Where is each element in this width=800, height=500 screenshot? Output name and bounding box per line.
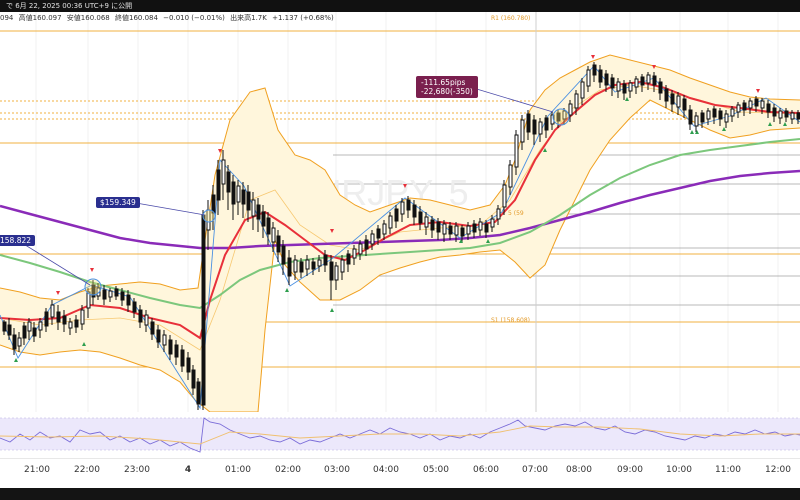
zigzag-line [0,65,800,410]
time-tick: 10:00 [666,465,692,475]
rsi-pane[interactable] [0,412,800,458]
low-value: 安値160.068 [66,14,110,22]
price-tag-159[interactable]: $159.349 [96,197,140,208]
price-chart[interactable]: EURJPY, 5 [0,0,800,412]
publish-bar: で 6月 22, 2025 00:36 UTC+9 に公開 [0,0,800,12]
r1-label: R1 (160.780) [491,15,531,22]
bollinger-lower-band [0,99,800,412]
time-tick: 21:00 [24,465,50,475]
publish-date: で 6月 22, 2025 00:36 UTC+9 に公開 [6,2,133,10]
time-tick: 08:00 [566,465,592,475]
time-tick: 23:00 [124,465,150,475]
buy-signal-markers [14,97,787,362]
amount-line: -22,680(-350) [421,87,473,96]
bollinger-upper-band [0,54,800,301]
time-tick: 02:00 [275,465,301,475]
time-tick: 11:00 [715,465,741,475]
pips-connector [469,86,554,113]
ema-slow-line [0,169,800,250]
ema-mid-line [0,138,800,310]
time-tick: 12:00 [765,465,791,475]
close-value: 終値160.084 [114,14,158,22]
pivot-levels [0,12,800,412]
high-value: 高値160.097 [18,14,62,22]
price-tag-connector-1 [135,202,206,216]
ohlc-readout: 094 高値160.097 安値160.068 終値160.084 −0.010… [0,13,337,23]
open-value: 094 [0,14,14,22]
bottom-bar [0,488,800,500]
entry-highlights [84,108,570,296]
time-tick: 01:00 [225,465,251,475]
time-tick: 06:00 [473,465,499,475]
candlesticks [2,62,800,410]
bollinger-band-fill [0,55,800,412]
pips-result-tag[interactable]: -111.65pips -22,680(-350) [416,76,478,98]
s1-label: S1 (158.608) [491,317,531,324]
time-tick: 04:00 [373,465,399,475]
price-tag-158[interactable]: 158.822 [0,235,36,246]
day-tick: 4 [184,465,192,475]
time-tick: 07:00 [522,465,548,475]
rsi-signal-line [0,425,800,445]
time-tick: 22:00 [74,465,100,475]
time-tick: 05:00 [423,465,449,475]
pips-line: -111.65pips [421,78,466,87]
time-tick: 03:00 [324,465,350,475]
change-value: −0.010 (−0.01%) [163,14,225,22]
level-label-fragment: 5 (59 [508,210,524,217]
rsi-line [0,417,800,453]
time-tick: 09:00 [617,465,643,475]
price-tag-connector-2 [21,242,91,286]
time-axis[interactable]: 21:00 22:00 23:00 4 01:00 02:00 03:00 04… [0,458,800,489]
extra-change-value: +1.137 (+0.68%) [272,14,334,22]
volume-value: 出来高1.7K [230,14,267,22]
sell-signal-markers [56,55,760,295]
